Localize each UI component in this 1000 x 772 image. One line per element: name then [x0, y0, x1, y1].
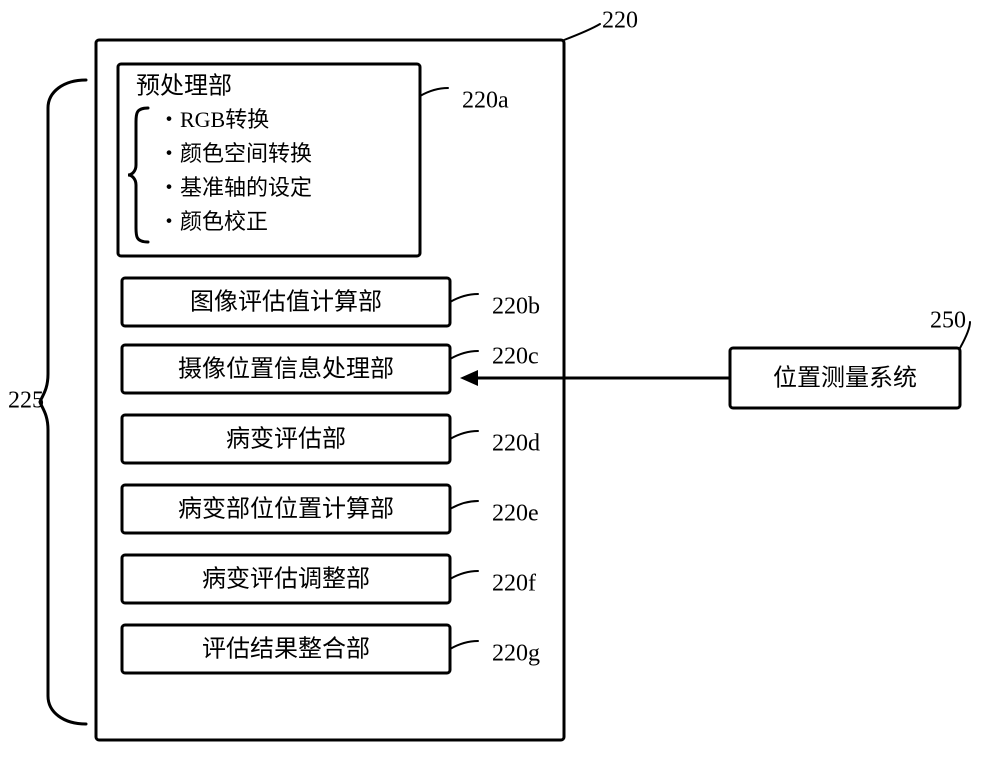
ref-220d: 220d	[492, 431, 540, 457]
ref-220f: 220f	[492, 571, 536, 597]
ref-225: 225	[8, 388, 44, 414]
diagram-canvas: 220225预处理部・RGB转换・颜色空间转换・基准轴的设定・颜色校正220a图…	[0, 0, 1000, 772]
group-brace-225	[40, 80, 86, 724]
ref-250: 250	[930, 308, 966, 334]
label-250: 位置测量系统	[773, 365, 917, 392]
label-220g: 评估结果整合部	[202, 636, 370, 663]
ref-220c: 220c	[492, 344, 539, 370]
bullet-dot: ・	[158, 209, 180, 234]
ref-220e: 220e	[492, 501, 539, 527]
ref-220b: 220b	[492, 294, 540, 320]
ref-220a: 220a	[462, 88, 509, 114]
ref-220: 220	[602, 8, 638, 34]
label-220c: 摄像位置信息处理部	[178, 356, 394, 383]
ref-220g: 220g	[492, 641, 540, 667]
label-220f: 病变评估调整部	[202, 566, 370, 593]
bullet-2: 基准轴的设定	[180, 175, 312, 200]
label-220e: 病变部位位置计算部	[178, 496, 394, 523]
bullet-3: 颜色校正	[180, 209, 268, 234]
bullet-dot: ・	[158, 175, 180, 200]
bullet-1: 颜色空间转换	[180, 141, 312, 166]
bullet-dot: ・	[158, 107, 180, 132]
label-220d: 病变评估部	[226, 426, 346, 453]
bullet-dot: ・	[158, 141, 180, 166]
preprocessing-title: 预处理部	[136, 73, 232, 100]
label-220b: 图像评估值计算部	[190, 289, 382, 316]
bullet-0: RGB转换	[180, 107, 269, 132]
leader-220	[564, 24, 600, 40]
